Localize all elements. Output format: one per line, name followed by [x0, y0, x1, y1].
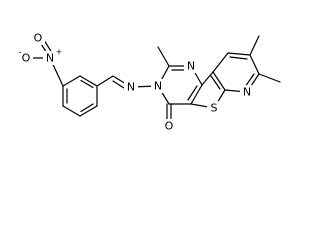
- atom-label: N: [127, 81, 135, 94]
- page: {"atoms": [ {"symbol": "O"}, {"symbol": …: [18, 31, 281, 133]
- atom-label: N: [154, 80, 162, 93]
- atom-label: N: [46, 52, 54, 65]
- atom-label: O: [22, 52, 31, 65]
- atom-charge: -: [19, 48, 22, 57]
- atom-charge: +: [56, 48, 63, 57]
- atom-label: O: [165, 120, 174, 133]
- atom-labels: O N + O - N N N O S N: [19, 31, 254, 133]
- atom-label: S: [211, 102, 218, 115]
- atom-label: N: [187, 60, 195, 73]
- structure-diagram: O N + O - N N N O S N: [19, 31, 281, 133]
- atom-label: N: [243, 86, 251, 99]
- atom-label: O: [34, 32, 43, 45]
